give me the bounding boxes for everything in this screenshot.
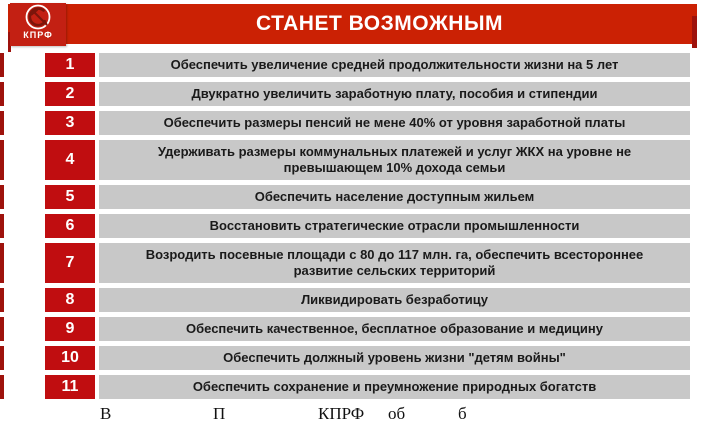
list-item: 3 Обеспечить размеры пенсий не мене 40% …	[0, 111, 702, 135]
left-edge-sliver	[0, 185, 4, 209]
caption-fragment: КПРФ	[318, 404, 365, 423]
left-edge-sliver	[0, 53, 4, 77]
list-item: 4 Удерживать размеры коммунальных платеж…	[0, 140, 702, 180]
item-number-badge: 6	[45, 214, 95, 238]
item-number-badge: 11	[45, 375, 95, 399]
list-item: 2 Двукратно увеличить заработную плату, …	[0, 82, 702, 106]
caption-fragment: б	[458, 404, 467, 423]
item-number-badge: 9	[45, 317, 95, 341]
list-item: 5 Обеспечить население доступным жильем	[0, 185, 702, 209]
list-item: 7 Возродить посевные площади с 80 до 117…	[0, 243, 702, 283]
item-text-bar: Обеспечить размеры пенсий не мене 40% от…	[99, 111, 690, 135]
left-edge-sliver	[0, 82, 4, 106]
kprf-logo-label: КПРФ	[23, 30, 53, 40]
item-number-badge: 2	[45, 82, 95, 106]
hammer-sickle-icon	[24, 3, 52, 32]
item-text-bar: Двукратно увеличить заработную плату, по…	[99, 82, 690, 106]
left-edge-sliver	[0, 288, 4, 312]
caption-fragment: В	[100, 404, 112, 423]
left-edge-sliver	[0, 346, 4, 370]
left-edge-sliver	[0, 375, 4, 399]
item-text-bar: Восстановить стратегические отрасли пром…	[99, 214, 690, 238]
list-item: 6 Восстановить стратегические отрасли пр…	[0, 214, 702, 238]
right-edge-sliver	[692, 16, 697, 48]
item-text-bar: Удерживать размеры коммунальных платежей…	[99, 140, 690, 180]
left-edge-sliver	[0, 140, 4, 180]
item-number-badge: 8	[45, 288, 95, 312]
item-text-bar: Возродить посевные площади с 80 до 117 м…	[99, 243, 690, 283]
kprf-logo: КПРФ	[10, 3, 66, 46]
list-item: 8 Ликвидировать безработицу	[0, 288, 702, 312]
left-edge-sliver	[0, 317, 4, 341]
page-title: СТАНЕТ ВОЗМОЖНЫМ	[255, 12, 504, 35]
left-edge-sliver	[0, 214, 4, 238]
item-text-bar: Обеспечить население доступным жильем	[99, 185, 690, 209]
item-number-badge: 3	[45, 111, 95, 135]
item-number-badge: 7	[45, 243, 95, 283]
header-banner: КПРФ СТАНЕТ ВОЗМОЖНЫМ	[8, 3, 697, 52]
item-number-badge: 1	[45, 53, 95, 77]
item-text-bar: Обеспечить качественное, бесплатное обра…	[99, 317, 690, 341]
item-number-badge: 4	[45, 140, 95, 180]
list-item: 10 Обеспечить должный уровень жизни "дет…	[0, 346, 702, 370]
left-edge-sliver	[0, 243, 4, 283]
list-item: 9 Обеспечить качественное, бесплатное об…	[0, 317, 702, 341]
left-edge-sliver	[0, 111, 4, 135]
list-item: 11 Обеспечить сохранение и преумножение …	[0, 375, 702, 399]
item-text-bar: Ликвидировать безработицу	[99, 288, 690, 312]
item-text-bar: Обеспечить должный уровень жизни "детям …	[99, 346, 690, 370]
caption-fragment: П	[213, 404, 226, 423]
cropped-caption: В П КПРФ об б	[0, 404, 702, 423]
item-number-badge: 5	[45, 185, 95, 209]
program-items-list: 1 Обеспечить увеличение средней продолжи…	[0, 53, 702, 404]
item-text-bar: Обеспечить сохранение и преумножение при…	[99, 375, 690, 399]
item-number-badge: 10	[45, 346, 95, 370]
item-text-bar: Обеспечить увеличение средней продолжите…	[99, 53, 690, 77]
caption-fragment: об	[388, 404, 406, 423]
list-item: 1 Обеспечить увеличение средней продолжи…	[0, 53, 702, 77]
left-edge-sliver	[8, 32, 11, 52]
